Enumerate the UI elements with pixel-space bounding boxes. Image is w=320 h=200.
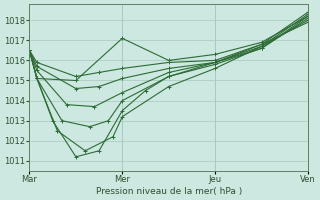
X-axis label: Pression niveau de la mer( hPa ): Pression niveau de la mer( hPa ) (96, 187, 242, 196)
